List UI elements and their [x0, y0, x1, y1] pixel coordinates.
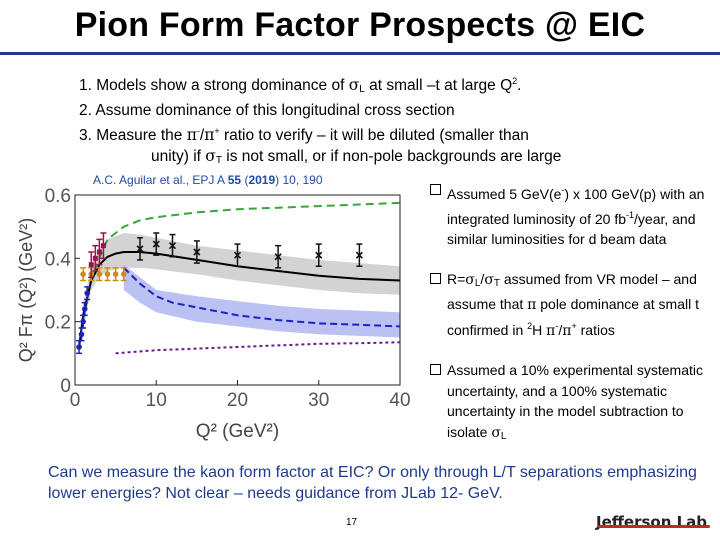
slide-title: Pion Form Factor Prospects @ EIC — [74, 6, 646, 44]
closing-question: Can we measure the kaon form factor at E… — [48, 464, 697, 502]
data-point-blue — [76, 344, 82, 350]
x-tick-label: 20 — [227, 390, 248, 411]
jlab-point — [120, 271, 127, 277]
data-point-red — [92, 255, 98, 261]
point-1: 1. Models show a strong dominance of σL … — [79, 76, 522, 95]
y-tick-label: 0 — [60, 376, 71, 397]
y-tick-label: 0.2 — [45, 313, 71, 334]
data-point-blue — [84, 290, 90, 296]
jlab-point — [96, 271, 103, 277]
citation: A.C. Aguilar et al., EPJ A 55 (2019) 10,… — [93, 173, 323, 187]
eic-point — [274, 253, 282, 261]
y-tick-label: 0.4 — [45, 249, 72, 270]
eic-point — [233, 251, 242, 259]
point-3-continued: unity) if σT is not small, or if non-pol… — [151, 147, 562, 166]
y-tick-label: 0.6 — [45, 186, 71, 207]
jlab-point — [104, 271, 111, 277]
x-tick-label: 10 — [146, 390, 167, 411]
checkbox-bullet-icon — [430, 272, 441, 284]
data-point-blue — [81, 306, 88, 312]
blue-uncertainty-band — [123, 264, 401, 338]
gray-uncertainty-band — [83, 233, 400, 328]
numbered-points: 1. Models show a strong dominance of σL … — [79, 71, 639, 171]
y-axis-label: Q² Fπ (Q²) (GeV²) — [16, 218, 36, 362]
eic-point — [315, 251, 323, 259]
data-point-blue — [80, 318, 86, 325]
checkbox-bullet-icon — [430, 184, 441, 195]
eic-point — [355, 251, 363, 259]
checkbox-bullet-icon — [430, 364, 441, 375]
data-point-red — [88, 262, 94, 268]
jefferson-lab-logo: Jefferson Lab — [596, 513, 708, 531]
data-point-blue — [78, 331, 85, 338]
jlab-point — [112, 271, 119, 277]
page-number: 17 — [346, 517, 358, 528]
logo-swoosh-icon — [598, 525, 710, 528]
data-point-red — [96, 249, 102, 255]
x-axis-label: Q² (GeV²) — [196, 421, 279, 442]
bullet-ratio: R=σL/σT assumed from VR model – and assu… — [430, 269, 715, 342]
x-tick-label: 40 — [389, 390, 410, 411]
bullet-luminosity: Assumed 5 GeV(e-) x 100 GeV(p) with an i… — [430, 180, 715, 250]
eic-point — [168, 242, 177, 250]
eic-point — [193, 248, 201, 256]
jlab-point — [80, 271, 86, 277]
eic-point — [152, 240, 160, 248]
eic-point — [136, 245, 144, 253]
title-underline — [0, 52, 720, 55]
form-factor-plot: 0 10 20 30 40 0 0.2 0.4 0.6 Q² (GeV²) Q² Fπ (Q²) (… — [16, 186, 411, 442]
bullet-list: Assumed 5 GeV(e-) x 100 GeV(p) with an i… — [430, 180, 715, 447]
x-tick-label: 30 — [308, 390, 329, 411]
bullet-uncertainty: Assumed a 10% experimental systematic un… — [430, 360, 715, 447]
point-3: 3. Measure the π-/π+ ratio to verify – i… — [79, 126, 529, 144]
curve-blue-dashed — [123, 267, 401, 328]
curve-purple-dotted — [115, 341, 401, 355]
data-point-red — [100, 243, 106, 249]
x-tick-label: 0 — [70, 390, 81, 411]
point-2: 2. Assume dominance of this longitudinal… — [79, 102, 455, 119]
